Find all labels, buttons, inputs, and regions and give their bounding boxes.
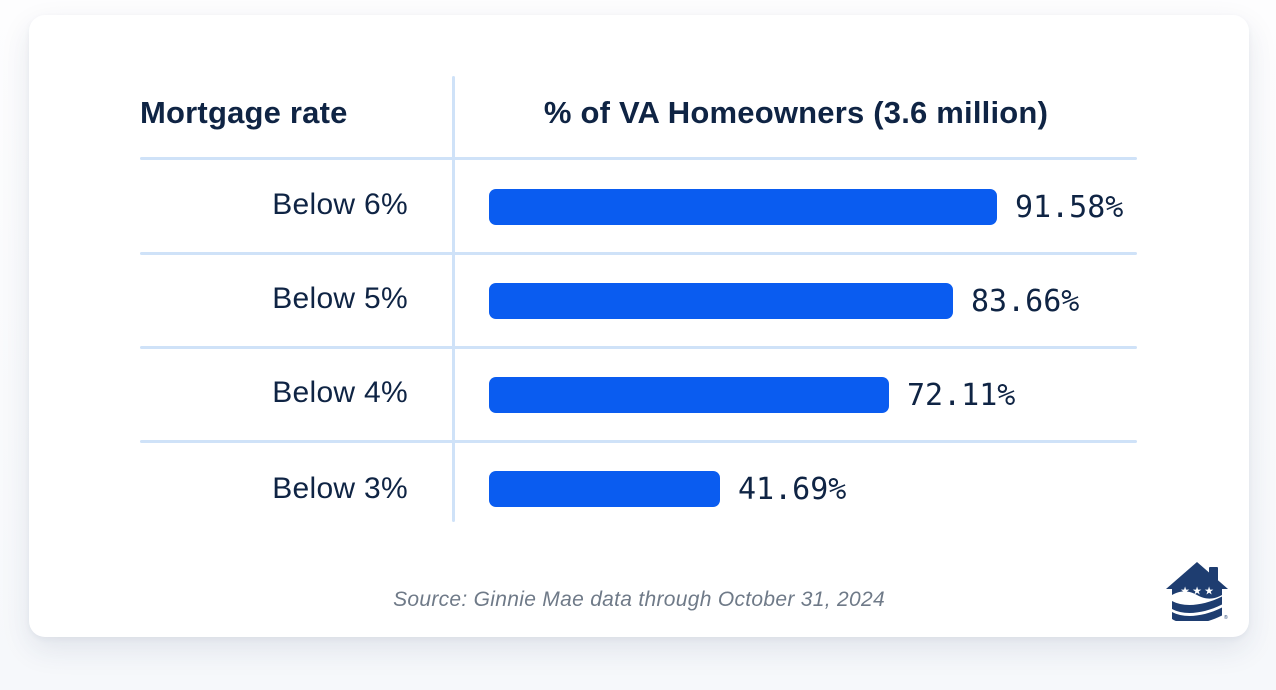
value-label: 91.58% [1015, 189, 1124, 225]
value-label: 72.11% [907, 377, 1016, 413]
bar-row: 91.58% [489, 189, 1123, 225]
row-label-below-4: Below 4% [272, 376, 408, 409]
bar-row: 72.11% [489, 377, 1015, 413]
star-icon: ★ [1180, 585, 1190, 598]
value-bar [489, 377, 889, 413]
veterans-united-logo: ★ ★ ★ ® [1165, 561, 1229, 624]
chart-card: Mortgage rate % of VA Homeowners (3.6 mi… [29, 15, 1249, 637]
row-label-below-3: Below 3% [272, 472, 408, 505]
bar-row: 83.66% [489, 283, 1079, 319]
row-separator [140, 346, 1137, 349]
value-bar [489, 283, 953, 319]
row-label-below-5: Below 5% [272, 282, 408, 315]
row-separator [140, 252, 1137, 255]
value-bar [489, 189, 997, 225]
source-note: Source: Ginnie Mae data through October … [393, 588, 885, 611]
row-separator [140, 157, 1137, 160]
value-bar [489, 471, 720, 507]
header-mortgage-rate: Mortgage rate [140, 95, 348, 130]
row-separator [140, 440, 1137, 443]
column-divider [452, 76, 455, 522]
row-label-below-6: Below 6% [272, 188, 408, 221]
value-label: 83.66% [971, 283, 1080, 319]
star-icon: ★ [1204, 585, 1214, 598]
house-stars-stripes-icon: ★ ★ ★ ® [1166, 562, 1228, 624]
bar-row: 41.69% [489, 471, 846, 507]
value-label: 41.69% [738, 471, 847, 507]
star-icon: ★ [1192, 585, 1202, 598]
registered-trademark: ® [1224, 614, 1228, 621]
header-percent-va-homeowners: % of VA Homeowners (3.6 million) [543, 95, 1049, 130]
